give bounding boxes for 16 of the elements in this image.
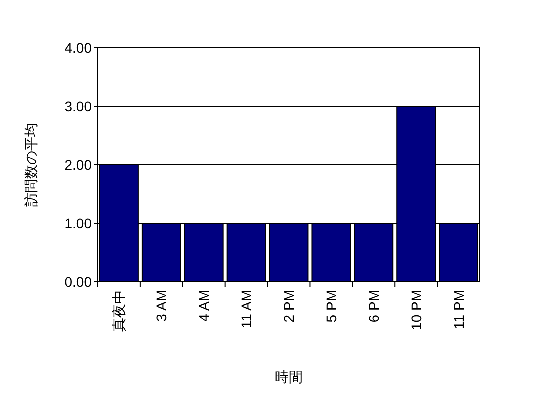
y-axis-title: 訪問数の平均 (23, 123, 39, 207)
x-tick-label: 6 PM (366, 290, 382, 323)
x-axis-title: 時間 (275, 369, 303, 385)
y-tick-label: 4.00 (64, 40, 92, 56)
x-tick-label: 3 AM (154, 290, 170, 322)
x-tick-label: 4 AM (196, 290, 212, 322)
x-tick-label: 10 PM (408, 290, 424, 330)
x-tick-label: 2 PM (281, 290, 297, 323)
x-tick-label: 真夜中 (111, 290, 128, 332)
x-tick-label: 11 PM (450, 290, 467, 330)
y-tick-label: 1.00 (64, 216, 92, 232)
x-tick-label: 11 AM (238, 290, 255, 329)
y-tick-label: 2.00 (64, 157, 92, 173)
y-tick-label: 3.00 (64, 98, 92, 114)
y-tick-label: 0.00 (64, 274, 92, 290)
x-tick-label: 5 PM (323, 290, 340, 323)
